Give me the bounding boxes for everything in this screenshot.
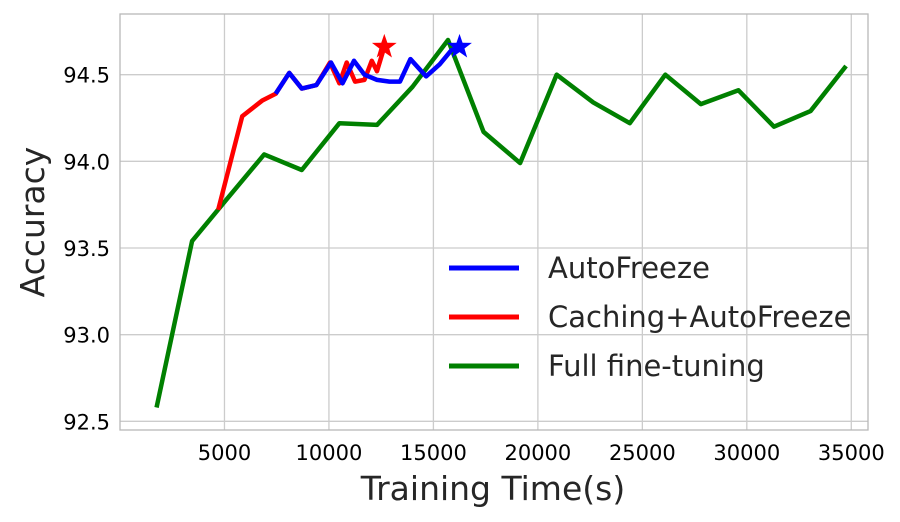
x-tick-label: 15000 <box>400 441 467 465</box>
legend-label-caching-autofreeze: Caching+AutoFreeze <box>548 300 851 334</box>
x-tick-label: 25000 <box>609 441 676 465</box>
grid-lines <box>120 14 868 430</box>
y-axis-title: Accuracy <box>13 147 52 298</box>
series-line-full-fine-tuning <box>154 37 848 408</box>
x-tick-label: 30000 <box>713 441 780 465</box>
star-marker-caching-autofreeze <box>371 33 397 58</box>
legend-label-full-fine-tuning: Full fine-tuning <box>548 349 765 383</box>
star-marker-autofreeze <box>447 33 472 58</box>
y-tick-label: 94.0 <box>63 150 110 174</box>
x-tick-label: 20000 <box>504 441 571 465</box>
series-line-autofreeze <box>273 44 461 95</box>
x-axis-title: Training Time(s) <box>360 469 625 508</box>
legend: AutoFreeze Caching+AutoFreeze Full fine-tu… <box>449 251 851 383</box>
x-tick-label: 35000 <box>818 441 885 465</box>
y-tick-label: 94.5 <box>63 64 110 88</box>
x-tick-label: 10000 <box>296 441 363 465</box>
tick-labels: 5000 10000 15000 20000 25000 30000 35000 92.5 93… <box>63 64 884 465</box>
y-tick-label: 93.0 <box>63 324 110 348</box>
legend-label-autofreeze: AutoFreeze <box>548 251 710 285</box>
plot-area-frame <box>119 13 869 431</box>
x-tick-label: 5000 <box>198 441 251 465</box>
y-tick-label: 92.5 <box>63 410 110 434</box>
series-lines <box>154 33 848 408</box>
y-tick-label: 93.5 <box>63 237 110 261</box>
